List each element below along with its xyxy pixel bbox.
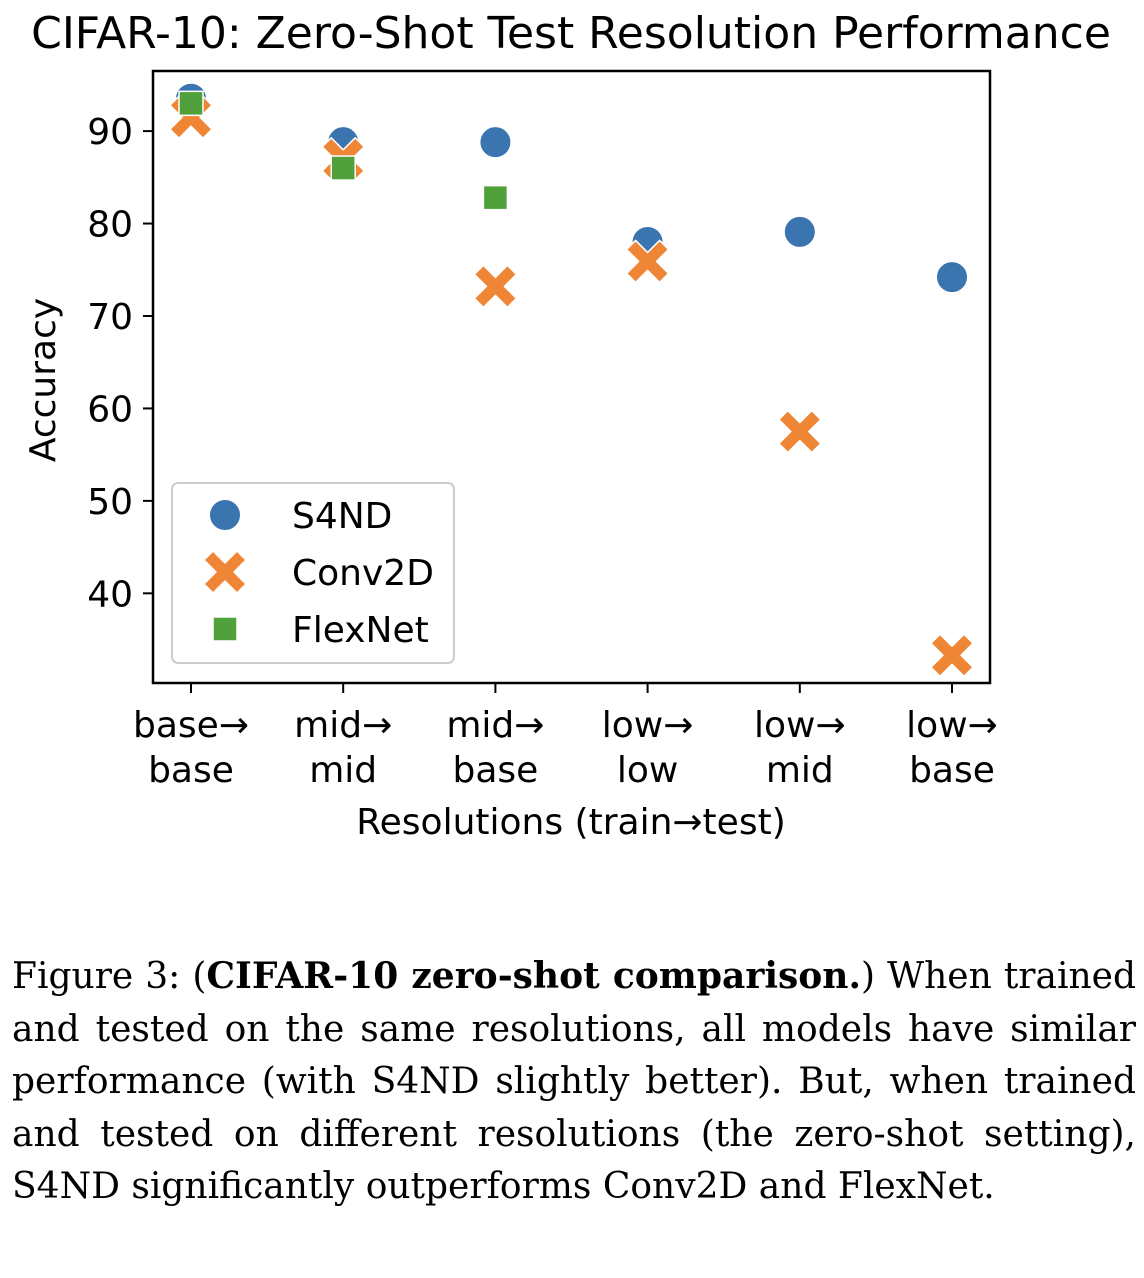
- conv2d-point: [778, 409, 822, 454]
- s4nd-legend-marker: [208, 498, 242, 532]
- x-tick-label: mid→ mid: [294, 705, 392, 791]
- flexnet-point: [482, 184, 509, 211]
- x-tick-label: low→ base: [906, 705, 998, 791]
- y-tick-label: 60: [87, 389, 133, 430]
- s4nd-point: [478, 125, 513, 160]
- y-tick-label: 40: [87, 574, 133, 615]
- caption-prefix: Figure 3: (: [12, 956, 207, 997]
- conv2d-point: [473, 264, 518, 309]
- flexnet-point: [330, 155, 356, 181]
- legend: S4ND Conv2D FlexNet: [171, 482, 455, 664]
- flexnet-point: [178, 90, 204, 117]
- legend-label-conv2d: Conv2D: [292, 553, 434, 594]
- y-tick-label: 80: [87, 205, 133, 246]
- x-axis-label: Resolutions (train→test): [356, 802, 786, 843]
- legend-label-s4nd: S4ND: [292, 496, 392, 537]
- caption-bold: CIFAR-10 zero-shot comparison.: [206, 955, 862, 997]
- y-axis-label: Accuracy: [23, 298, 64, 462]
- y-tick-label: 50: [87, 482, 133, 523]
- y-tick-label: 90: [87, 112, 133, 153]
- caption-text: ) When trained and tested on the same re…: [12, 956, 1137, 1207]
- flexnet-legend-marker: [212, 616, 238, 642]
- conv2d-legend-marker: [203, 550, 247, 594]
- conv2d-point: [625, 239, 670, 284]
- legend-label-flexnet: FlexNet: [292, 610, 429, 651]
- figure-caption: Figure 3: (CIFAR-10 zero-shot comparison…: [12, 950, 1136, 1214]
- legend-frame: [171, 482, 455, 664]
- chart: CIFAR-10: Zero-Shot Test Resolution Perf…: [23, 8, 1111, 843]
- x-axis: base→ base mid→ mid mid→ base low→ low low→ mid lo…: [133, 683, 998, 791]
- data-points: [169, 81, 974, 678]
- y-tick-label: 70: [87, 297, 133, 338]
- x-tick-label: low→ mid: [754, 705, 846, 791]
- x-tick-label: low→ low: [602, 705, 694, 791]
- conv2d-point: [930, 633, 974, 678]
- s4nd-point: [782, 214, 817, 249]
- x-tick-label: base→ base: [133, 705, 249, 791]
- x-tick-label: mid→ base: [446, 705, 544, 791]
- chart-title: CIFAR-10: Zero-Shot Test Resolution Perf…: [31, 8, 1111, 59]
- s4nd-point: [935, 260, 969, 295]
- y-axis: 40 50 60 70 80 90: [87, 112, 153, 615]
